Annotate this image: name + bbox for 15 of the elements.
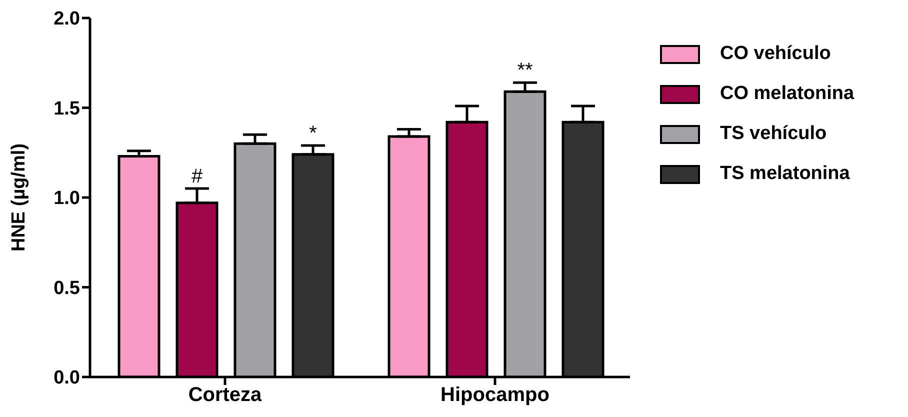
x-tick-label: Corteza: [188, 384, 263, 406]
legend-label: CO melatonina: [720, 83, 854, 105]
x-tick-label: Hipocampo: [440, 384, 550, 406]
data-label: **: [517, 60, 533, 82]
legend-label: TS melatonina: [720, 163, 850, 185]
y-tick-label: 0.5: [54, 278, 80, 299]
legend-label: TS vehículo: [720, 123, 827, 145]
y-tick-label: 2.0: [54, 8, 80, 30]
data-label: *: [309, 122, 318, 144]
y-tick-label: 1.0: [54, 188, 80, 210]
legend-label: CO vehículo: [720, 43, 831, 65]
y-tick-label: 1.5: [54, 98, 80, 120]
data-label: #: [191, 166, 204, 188]
y-axis-title: HNE (µg/ml): [8, 143, 30, 252]
y-tick-label: 0.0: [54, 368, 80, 389]
